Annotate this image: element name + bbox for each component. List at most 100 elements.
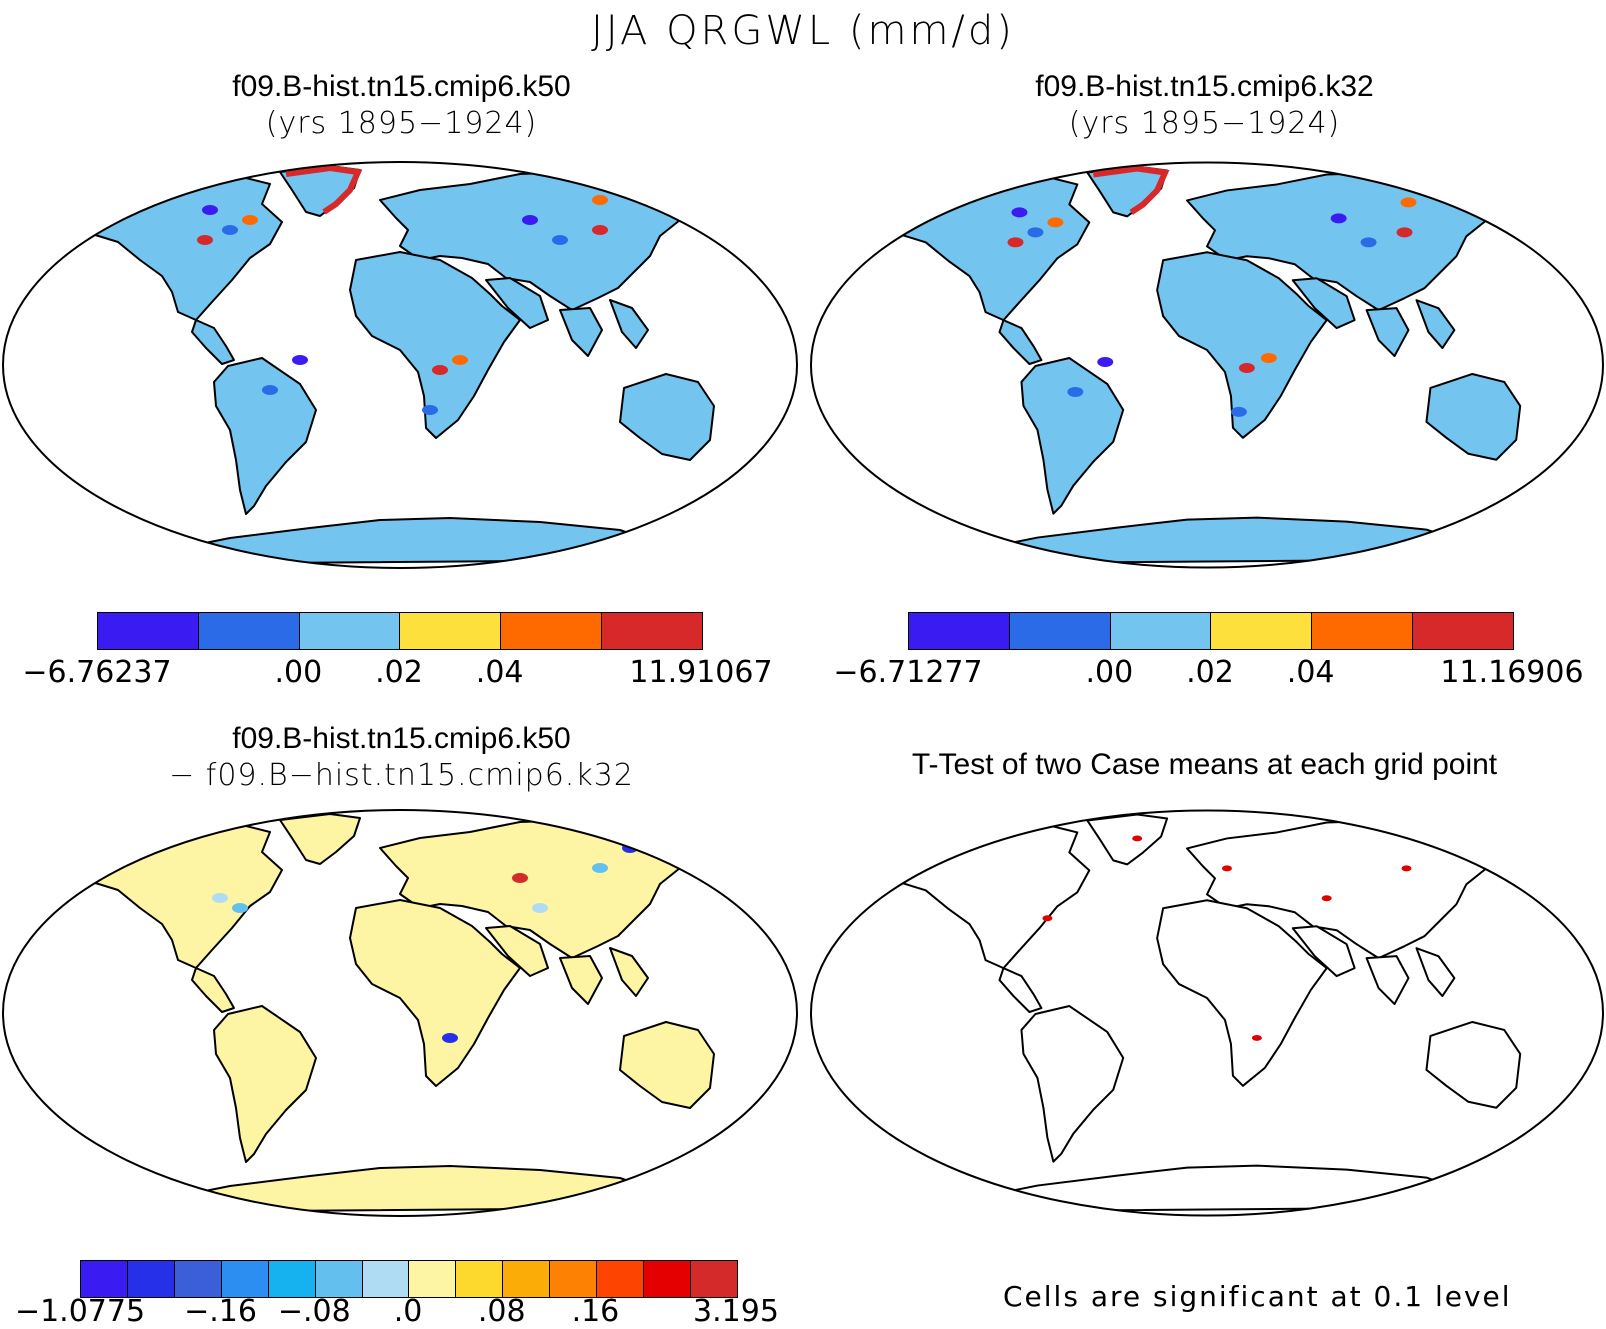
colorbar-label: .02	[375, 655, 423, 690]
continent-se-asia	[1415, 947, 1456, 998]
anomaly-spot	[1400, 197, 1417, 208]
colorbar-swatch	[909, 613, 1010, 649]
continent-south-america	[213, 1005, 317, 1163]
colorbar-swatch	[690, 1261, 737, 1297]
anomaly-spot	[222, 225, 238, 235]
anomaly-spot	[1027, 227, 1044, 238]
anomaly-spot	[1396, 227, 1413, 238]
continent-south-america	[213, 357, 317, 515]
continent-australia	[1425, 1020, 1522, 1109]
anomaly-spot	[1251, 1034, 1262, 1041]
panel-title-case2-line1: f09.B-hist.tn15.cmip6.k32	[1035, 70, 1374, 103]
panel-title-case1: f09.B-hist.tn15.cmip6.k50 (yrs 1895−1924…	[0, 70, 803, 141]
continent-australia	[619, 1021, 715, 1109]
colorbar-swatch	[503, 1261, 551, 1297]
colorbar-swatch	[1211, 613, 1313, 649]
anomaly-spot	[632, 185, 648, 195]
colorbar-swatch	[221, 1261, 269, 1297]
panel-title-ttest: T-Test of two Case means at each grid po…	[803, 748, 1606, 782]
anomaly-spot	[1097, 357, 1114, 367]
anomaly-spot	[1132, 835, 1143, 842]
panel-title-case2-line2: (yrs 1895−1924)	[1068, 106, 1341, 141]
anomaly-spot	[1230, 406, 1247, 417]
anomaly-spot	[592, 195, 608, 205]
colorbar-labels-case1: −6.76237 .00 .02 .04 11.91067	[22, 655, 772, 690]
colorbar-label: 11.91067	[629, 655, 773, 690]
anomaly-spot	[1007, 237, 1024, 248]
anomaly-spot	[1042, 915, 1053, 922]
continent-antarctica	[956, 516, 1468, 565]
colorbar-swatch	[268, 1261, 316, 1297]
significance-note: Cells are significant at 0.1 level	[1003, 1280, 1512, 1313]
anomaly-spot	[1047, 217, 1064, 228]
anomaly-spot	[422, 405, 438, 415]
anomaly-spot	[452, 355, 468, 365]
continent-north-america	[69, 821, 283, 969]
anomaly-spot	[1238, 363, 1255, 373]
figure-title: JJA QRGWL (mm/d)	[591, 8, 1015, 54]
colorbar-swatch	[299, 613, 401, 649]
map-case2	[809, 161, 1605, 569]
map-panel-case1	[0, 160, 800, 570]
map-case1	[2, 161, 798, 569]
colorbar-case1	[97, 612, 703, 650]
continent-north-america	[876, 173, 1091, 322]
colorbar-label: .08	[477, 1294, 526, 1329]
continent-australia	[1425, 372, 1522, 461]
anomaly-spot	[262, 385, 278, 395]
colorbar-swatch	[98, 613, 199, 649]
continent-central-america	[998, 967, 1043, 1013]
anomaly-spot	[292, 355, 308, 365]
continent-india	[1365, 307, 1410, 358]
colorbar-swatch	[409, 1261, 457, 1297]
colorbar-label: .00	[1085, 655, 1134, 690]
anomaly-spot	[1067, 386, 1084, 397]
colorbar-label: .0	[393, 1294, 423, 1329]
continent-arabia	[1291, 925, 1356, 978]
anomaly-spot	[232, 903, 248, 913]
colorbar-swatch	[597, 1261, 645, 1297]
panel-title-diff-line2: − f09.B−hist.tn15.cmip6.k32	[169, 758, 634, 793]
anomaly-spot	[1421, 825, 1432, 832]
anomaly-spot	[442, 1033, 458, 1043]
anomaly-spot	[1260, 353, 1277, 364]
colorbar-swatch	[362, 1261, 410, 1297]
colorbar-case2	[908, 612, 1514, 650]
continent-central-america	[191, 967, 235, 1013]
continent-central-america	[191, 319, 235, 365]
continent-north-america	[876, 821, 1091, 970]
continent-arabia	[1291, 277, 1356, 330]
anomaly-spot	[1221, 865, 1232, 872]
colorbar-diff	[80, 1260, 738, 1298]
continent-greenland	[279, 813, 361, 865]
anomaly-spot	[532, 903, 548, 913]
continent-antarctica	[956, 1164, 1468, 1213]
map-panel-ttest	[808, 808, 1606, 1218]
colorbar-swatch	[550, 1261, 598, 1297]
colorbar-label: −.08	[277, 1294, 351, 1329]
continent-india	[1365, 955, 1410, 1006]
anomaly-spot	[197, 235, 213, 245]
anomaly-spot	[242, 215, 258, 225]
map-panel-case2	[808, 160, 1606, 570]
continent-africa	[1156, 251, 1328, 439]
colorbar-swatch	[602, 613, 702, 649]
map-border	[2, 161, 798, 569]
continent-central-america	[998, 319, 1043, 365]
colorbar-label: .02	[1186, 655, 1234, 690]
panel-title-case1-line1: f09.B-hist.tn15.cmip6.k50	[232, 70, 571, 103]
colorbar-label: −1.0775	[14, 1294, 146, 1329]
colorbar-swatch	[1413, 613, 1513, 649]
colorbar-swatch	[81, 1261, 128, 1297]
colorbar-label: .16	[571, 1294, 620, 1329]
colorbar-swatch	[501, 613, 603, 649]
map-border	[809, 809, 1605, 1217]
colorbar-swatch	[456, 1261, 504, 1297]
colorbar-swatch	[127, 1261, 175, 1297]
anomaly-spot	[1440, 187, 1457, 198]
anomaly-spot	[552, 235, 568, 245]
anomaly-spot	[592, 863, 608, 873]
continent-africa	[349, 899, 521, 1087]
colorbar-swatch	[1312, 613, 1414, 649]
continent-africa	[349, 251, 521, 439]
